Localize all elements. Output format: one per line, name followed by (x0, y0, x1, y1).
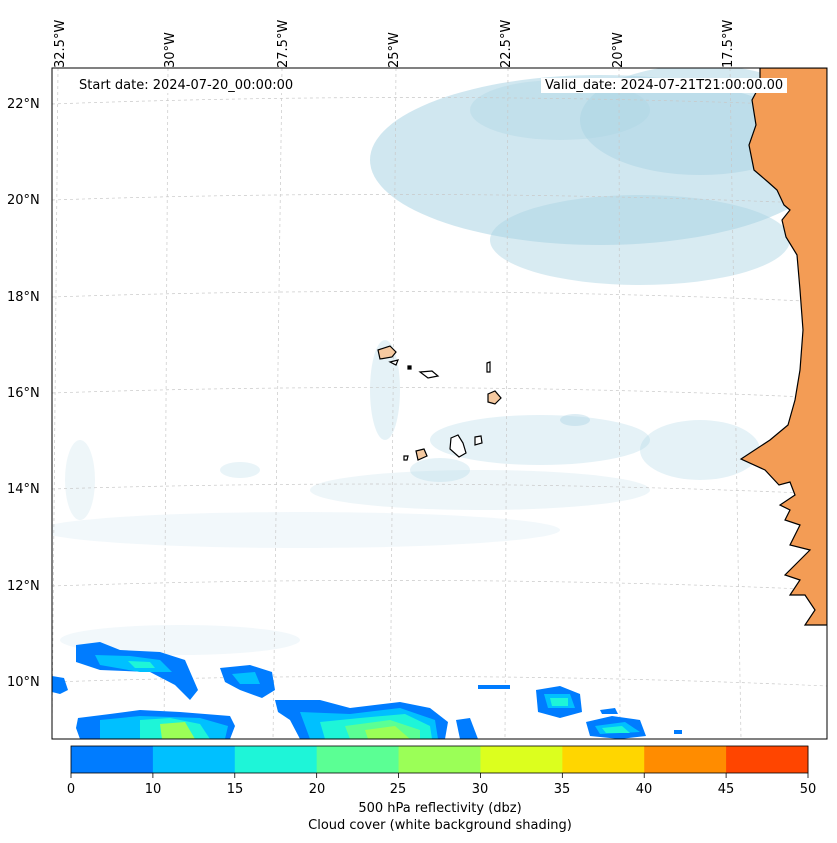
cloud-patch (490, 195, 790, 285)
colorbar-cell (644, 746, 727, 773)
valid-date-label: Valid_date: 2024-07-21T21:00:00.00 (541, 78, 788, 93)
island (403, 455, 409, 461)
cloud-patch (470, 80, 650, 140)
reflectivity-blob (600, 708, 618, 714)
lon-label: 20°W (611, 8, 632, 68)
island (449, 434, 467, 458)
lat-label: 22°N (7, 97, 40, 112)
colorbar (71, 746, 809, 773)
colorbar-tick-label: 35 (553, 782, 571, 797)
cloud-patch (220, 462, 260, 478)
colorbar-tick-label: 50 (799, 782, 817, 797)
island (474, 435, 483, 446)
reflectivity-blob (365, 726, 410, 739)
reflectivity-blob (456, 718, 478, 739)
reflectivity-blob (52, 676, 68, 694)
colorbar-cell (71, 746, 154, 773)
island (377, 345, 397, 360)
cloud-cover-shading (52, 68, 827, 655)
colorbar-tick-label: 20 (308, 782, 326, 797)
lon-label: 32.5°W (53, 8, 74, 68)
cloud-patch (430, 415, 650, 465)
lon-label-text: 20°W (611, 32, 626, 68)
colorbar-title: 500 hPa reflectivity (dbz) (358, 801, 522, 816)
lon-label-text: 27.5°W (276, 19, 291, 68)
lon-label: 30°W (163, 8, 184, 68)
gridlines (52, 68, 827, 739)
island (388, 359, 399, 366)
lat-label: 10°N (7, 675, 40, 690)
lon-label: 27.5°W (276, 8, 297, 68)
colorbar-subtitle: Cloud cover (white background shading) (308, 818, 572, 833)
island (486, 361, 491, 373)
colorbar-cell (480, 746, 563, 773)
reflectivity-blob (550, 698, 568, 706)
reflectivity-blob (128, 661, 155, 668)
africa-land (739, 68, 827, 626)
colorbar-tick-label: 0 (66, 782, 76, 797)
reflectivity-blob (160, 722, 195, 739)
lat-label: 20°N (7, 193, 40, 208)
island (418, 370, 440, 379)
cloud-patch (52, 512, 560, 548)
colorbar-tick-label: 40 (635, 782, 653, 797)
colorbar-tick-label: 45 (717, 782, 735, 797)
colorbar-tick-label: 10 (144, 782, 162, 797)
cape-verde-islands (377, 345, 502, 461)
colorbar-tick-label: 30 (471, 782, 489, 797)
lon-label-text: 32.5°W (53, 19, 68, 68)
lon-label: 17.5°W (721, 8, 742, 68)
island (407, 365, 412, 370)
cloud-patch (410, 458, 470, 482)
lat-label: 16°N (7, 386, 40, 401)
colorbar-cell (152, 746, 236, 773)
lon-label: 25°W (387, 8, 408, 68)
colorbar-tick-marks (70, 773, 809, 778)
reflectivity-shading (52, 642, 682, 739)
island (415, 448, 428, 461)
lon-label: 22.5°W (499, 8, 520, 68)
colorbar-cell (398, 746, 481, 773)
lon-label-text: 25°W (387, 32, 402, 68)
cloud-patch (310, 470, 650, 510)
cloud-patch (370, 340, 400, 440)
cloud-patch (65, 440, 95, 520)
reflectivity-blob (674, 730, 682, 734)
start-date-label: Start date: 2024-07-20_00:00:00 (75, 78, 298, 93)
colorbar-cell (726, 746, 809, 773)
colorbar-cell (562, 746, 645, 773)
lon-label-text: 30°W (163, 32, 178, 68)
colorbar-cell (234, 746, 318, 773)
colorbar-cell (316, 746, 400, 773)
lat-label: 14°N (7, 482, 40, 497)
map-frame (51, 67, 828, 740)
cloud-patch (640, 420, 760, 480)
lat-label: 18°N (7, 290, 40, 305)
lat-label: 12°N (7, 579, 40, 594)
colorbar-tick-label: 25 (389, 782, 407, 797)
cloud-patch (560, 414, 590, 426)
reflectivity-blob (232, 672, 260, 684)
cloud-patch (60, 625, 300, 655)
island (487, 390, 502, 405)
colorbar-frame (70, 745, 809, 774)
lon-label-text: 22.5°W (499, 19, 514, 68)
reflectivity-blob (478, 685, 510, 689)
lon-label-text: 17.5°W (721, 19, 736, 68)
colorbar-tick-label: 15 (226, 782, 244, 797)
reflectivity-blob (602, 726, 630, 733)
